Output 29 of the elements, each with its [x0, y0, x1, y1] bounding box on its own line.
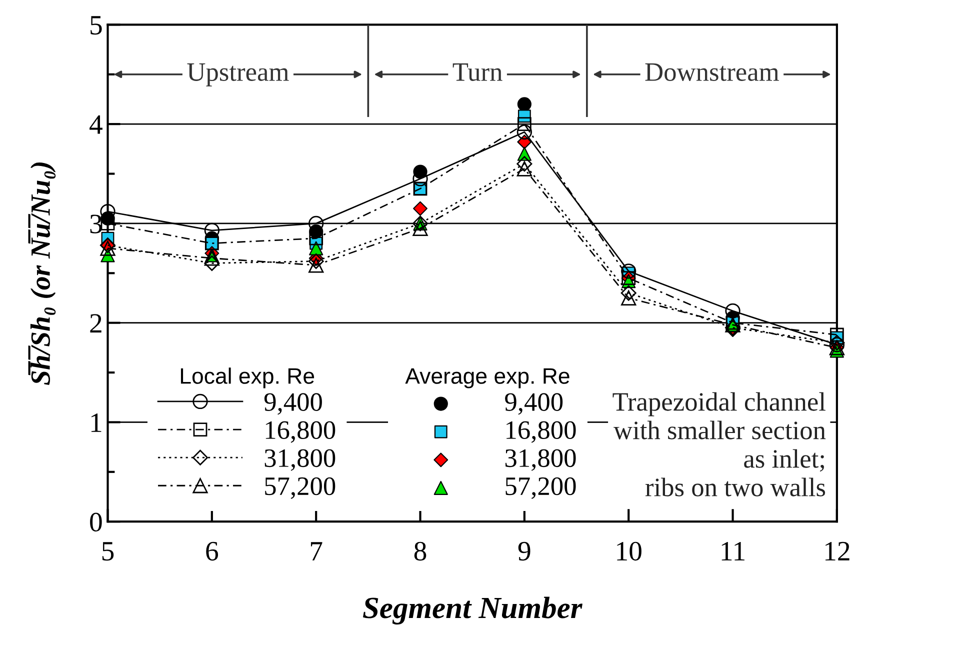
- x-tick-label: 12: [825, 542, 850, 560]
- legend-label: 57,200: [265, 477, 336, 499]
- legend-label: 31,800: [264, 449, 336, 471]
- x-tick-label: 6: [206, 542, 218, 561]
- annotation: Upstream: [187, 63, 289, 86]
- x-tick-label: 8: [414, 542, 426, 561]
- legend-label: 9,400: [505, 393, 563, 415]
- legend-label: 16,800: [506, 421, 576, 443]
- legend-label: 31,800: [505, 449, 576, 471]
- annotation: Turn: [452, 63, 502, 81]
- x-tick-label: 5: [102, 542, 114, 561]
- annotation: Trapezoidal channel with smaller section as inlet; ribs on two walls: [612, 392, 826, 496]
- y-axis-title: S̅h̅/Sh₀ (or N̅u̅/Nu₀): [28, 162, 56, 385]
- annotation: Downstream: [645, 63, 779, 81]
- y-tick-label: 1: [91, 414, 102, 432]
- x-tick-label: 11: [722, 542, 744, 560]
- x-tick-label: 7: [310, 542, 322, 560]
- y-tick-label: 5: [90, 16, 102, 35]
- y-tick-label: 2: [90, 314, 102, 332]
- legend-title: Local exp. Re: [180, 368, 314, 388]
- annotation: Average exp. Re: [405, 368, 570, 388]
- x-axis-title: Segment Number: [362, 596, 582, 624]
- y-tick-label: 4: [90, 115, 102, 134]
- legend-label: 9,400: [264, 393, 322, 415]
- x-tick-label: 9: [518, 542, 530, 561]
- x-tick-label: 10: [617, 542, 642, 561]
- legend-label: 16,800: [266, 421, 336, 443]
- legend-label: 57,200: [506, 477, 576, 499]
- y-tick-label: 0: [90, 512, 102, 532]
